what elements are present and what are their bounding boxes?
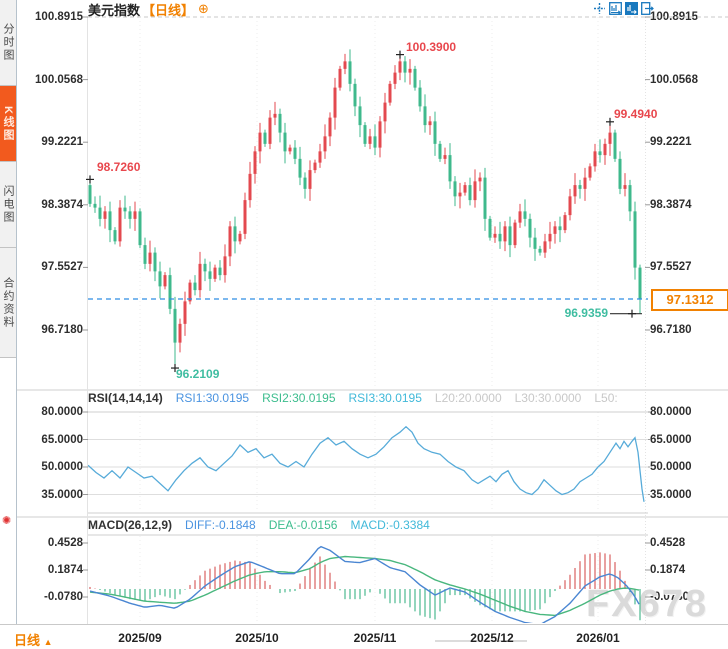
chart-header: 美元指数 【日线】 ⊕: [88, 1, 209, 18]
indicator-value: RSI3:30.0195: [348, 391, 422, 405]
indicator-value: DIFF:-0.1848: [185, 518, 256, 532]
annotation-first-high: 98.7260: [97, 160, 141, 174]
zoom-drag-icon[interactable]: [625, 2, 638, 15]
sidebar-tab-1[interactable]: 分时图: [0, 0, 16, 86]
indicator-value: L20:20.0000: [434, 391, 502, 405]
y-axis-label: 80.0000: [650, 406, 692, 418]
annotation-recent-low: 96.9359: [564, 306, 608, 320]
rsi-header: RSI(14,14,14) RSI1:30.0195 RSI2:30.0195 RS…: [88, 391, 618, 405]
y-axis-label: 96.7180: [41, 324, 83, 336]
x-axis-date-label: 2025/09: [118, 631, 162, 645]
crosshair-icon[interactable]: [593, 2, 606, 15]
y-axis-label: 80.0000: [41, 406, 83, 418]
y-axis-label: 100.0568: [650, 73, 698, 86]
indicator-value: L50:: [594, 391, 618, 405]
chart-toolbar: [593, 2, 654, 15]
x-axis-date-label: 2025/11: [353, 631, 397, 645]
time-axis-bar: 日线 ▲ 2025/09 2025/10 2025/11 2025/12 2026/01: [0, 624, 728, 649]
period-label: 日线: [14, 633, 41, 648]
x-axis-date-label: 2025/12: [470, 631, 514, 645]
y-axis-label: 99.2221: [41, 136, 83, 149]
sidebar-tab-4[interactable]: 合约资料: [0, 248, 16, 358]
sidebar-tab-2[interactable]: K线图: [0, 86, 16, 162]
symbol-title: 美元指数: [88, 2, 141, 18]
macd-header: MACD(26,12,9) DIFF:-0.1848 DEA:-0.0156 MAC…: [88, 518, 430, 532]
restore-icon[interactable]: [641, 2, 654, 15]
sidebar-tab-3[interactable]: 闪电图: [0, 162, 16, 248]
indicator-value: MACD:-0.3384: [350, 518, 430, 532]
rsi-title: RSI(14,14,14): [88, 391, 163, 405]
y-axis-label: 96.7180: [650, 324, 692, 336]
add-overlay-icon[interactable]: ⊕: [198, 1, 209, 16]
macd-title: MACD(26,12,9): [88, 518, 173, 532]
y-axis-label: 65.0000: [41, 433, 83, 446]
current-price-badge: 97.1312: [651, 289, 728, 311]
x-axis-date-label: 2025/10: [235, 631, 279, 645]
period-selector[interactable]: 日线 ▲: [14, 630, 53, 649]
annotation-peak-high: 100.3900: [406, 40, 457, 54]
y-axis-label: 50.0000: [650, 461, 692, 473]
y-axis-label: 99.2221: [650, 136, 692, 149]
y-axis-label: 35.0000: [650, 488, 692, 501]
y-axis-label: 97.5527: [650, 261, 692, 274]
y-axis-label: 98.3874: [650, 198, 692, 211]
chart-type-sidebar: 分时图 K线图 闪电图 合约资料: [0, 0, 17, 649]
y-axis-label: 0.4528: [650, 537, 686, 549]
y-axis-label: 35.0000: [41, 488, 83, 501]
y-axis-label: 100.8915: [35, 11, 83, 23]
y-axis-label: 50.0000: [41, 461, 83, 473]
scrollbar-thumb[interactable]: [435, 640, 527, 642]
y-axis-label: 100.0568: [35, 73, 83, 86]
y-axis-label: -0.0780: [650, 591, 690, 603]
axis-scale-icon[interactable]: [609, 2, 622, 15]
indicator-settings-icon[interactable]: ✺: [2, 515, 12, 527]
chevron-up-icon: ▲: [43, 637, 53, 647]
indicator-value: RSI1:30.0195: [175, 391, 250, 405]
y-axis-label: 97.5527: [41, 261, 83, 274]
y-axis-label: 0.4528: [47, 537, 83, 549]
annotation-recent-high: 99.4940: [614, 107, 658, 121]
y-axis-label: 100.8915: [650, 11, 698, 23]
indicator-value: RSI2:30.0195: [262, 391, 336, 405]
y-axis-label: 65.0000: [650, 433, 692, 446]
y-axis-label: 0.1874: [47, 564, 83, 576]
y-axis-label: 98.3874: [41, 198, 83, 211]
x-axis-date-label: 2026/01: [576, 631, 620, 645]
annotation-low: 96.2109: [176, 367, 220, 381]
period-tag: 【日线】: [142, 2, 195, 18]
y-axis-label: -0.0780: [43, 591, 83, 603]
indicator-value: L30:30.0000: [514, 391, 582, 405]
y-axis-label: 0.1874: [650, 564, 686, 576]
indicator-value: DEA:-0.0156: [268, 518, 338, 532]
